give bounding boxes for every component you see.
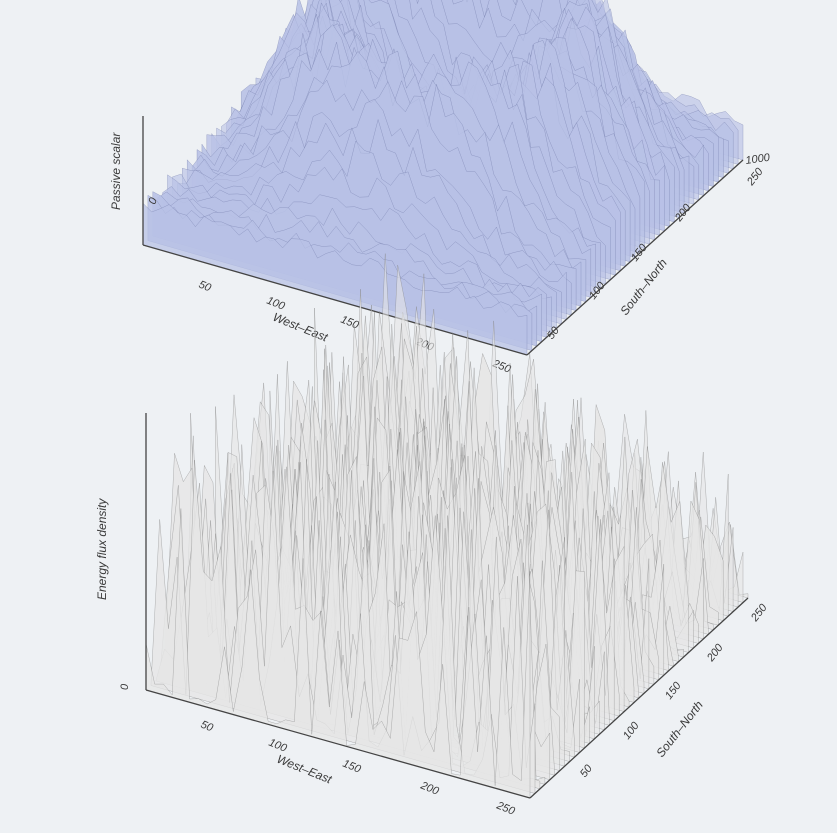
- energy-flux-y-tick: 50: [578, 762, 596, 780]
- passive-scalar-x-tick: 50: [197, 279, 214, 295]
- energy-flux-z-tick: 0: [119, 683, 131, 690]
- passive-scalar-x-axis: [142, 244, 528, 356]
- energy-flux-x-tick: 50: [199, 719, 216, 735]
- passive-scalar-z-tick: 0: [147, 195, 161, 206]
- energy-flux-surface: [145, 253, 749, 799]
- energy-flux-y-tick: 100: [621, 719, 642, 742]
- energy-flux-y-tick: 150: [663, 679, 684, 702]
- surface-ridge: [142, 202, 528, 356]
- energy-flux-y-label: South–North: [653, 698, 706, 760]
- energy-flux-y-tick: 250: [748, 601, 770, 624]
- energy-flux-x-tick: 250: [494, 799, 517, 818]
- surface-ridge: [145, 508, 531, 799]
- energy-flux-x-axis: [145, 689, 531, 799]
- passive-scalar-x-label: West–East: [271, 310, 330, 345]
- energy-flux-x-tick: 100: [267, 737, 289, 755]
- energy-flux-panel: Energy flux density 0 50 100 150 200 250…: [95, 253, 770, 818]
- energy-flux-x-tick: 200: [418, 779, 441, 798]
- passive-scalar-y-axis: [526, 159, 744, 356]
- energy-flux-y-tick: 200: [704, 641, 726, 664]
- energy-flux-x-tick: 150: [341, 758, 363, 776]
- energy-flux-x-label: West–East: [275, 752, 334, 787]
- energy-flux-z-label: Energy flux density: [95, 498, 109, 600]
- passive-scalar-y-tick: 250: [744, 165, 766, 188]
- passive-scalar-z-tick: 1000: [745, 152, 772, 167]
- energy-flux-y-axis: [529, 597, 749, 799]
- passive-scalar-z-label: Passive scalar: [109, 132, 123, 210]
- passive-scalar-panel: Passive scalar 0 1000 50 100 150 200 250…: [109, 0, 772, 376]
- passive-scalar-x-tick: 150: [339, 314, 361, 332]
- passive-scalar-surface: [142, 0, 744, 356]
